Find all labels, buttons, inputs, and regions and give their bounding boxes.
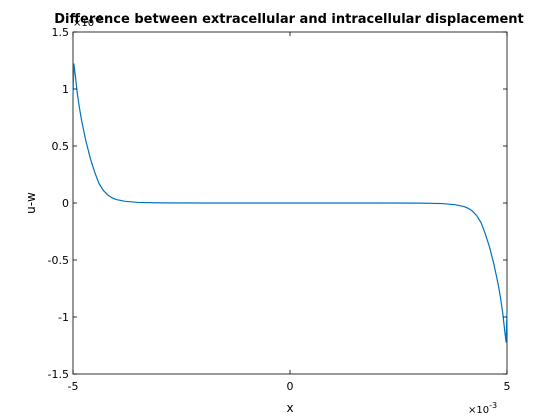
y-tick-label: 1 — [62, 83, 69, 96]
x-tick-label: 5 — [504, 380, 511, 393]
y-tick-label: 0 — [62, 197, 69, 210]
plot-area — [73, 32, 507, 374]
x-tick-label: -5 — [68, 380, 79, 393]
y-tick-label: 0.5 — [52, 140, 70, 153]
x-tick-label: 0 — [287, 380, 294, 393]
y-tick-label: -1.5 — [48, 368, 69, 381]
y-tick-label: -0.5 — [48, 254, 69, 267]
y-tick-label: -1 — [58, 311, 69, 324]
y-tick-label: 1.5 — [52, 26, 70, 39]
y-axis-label: u-w — [24, 192, 38, 214]
chart-title: Difference between extracellular and int… — [54, 12, 524, 27]
x-axis-label: x — [286, 401, 293, 415]
